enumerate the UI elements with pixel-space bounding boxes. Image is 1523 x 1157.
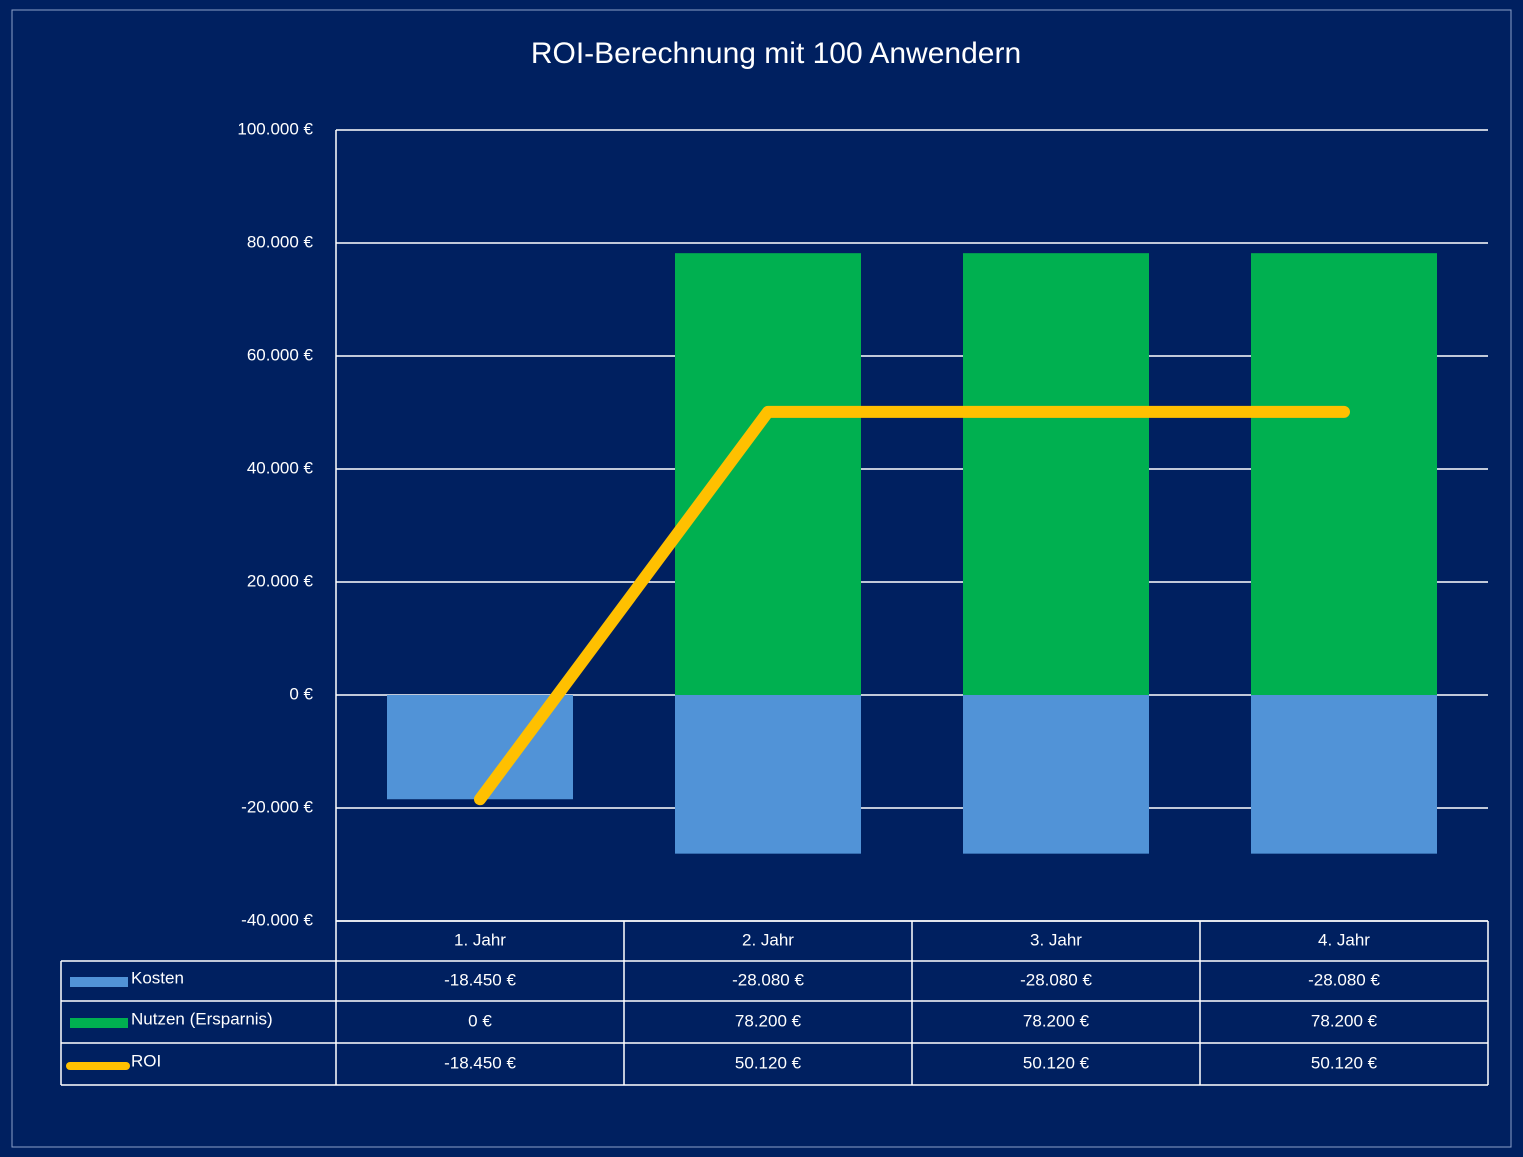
- table-cell: 50.120 €: [735, 1053, 802, 1072]
- frame: [11, 9, 1512, 1148]
- x-tick-label: 2. Jahr: [742, 930, 794, 949]
- y-tick-label: -40.000 €: [241, 910, 313, 929]
- table-cell: 78.200 €: [1311, 1011, 1378, 1030]
- table-cell: -28.080 €: [1308, 970, 1380, 989]
- table-cell: 78.200 €: [1023, 1011, 1090, 1030]
- y-tick-label: 20.000 €: [247, 571, 314, 590]
- y-tick-label: -20.000 €: [241, 797, 313, 816]
- table-cell: 50.120 €: [1311, 1053, 1378, 1072]
- y-tick-label: 80.000 €: [247, 232, 314, 251]
- legend-label: Kosten: [131, 968, 184, 987]
- y-tick-label: 40.000 €: [247, 458, 314, 477]
- x-tick-label: 3. Jahr: [1030, 930, 1082, 949]
- bar: [1251, 695, 1437, 854]
- bar: [675, 253, 861, 696]
- bar: [1251, 253, 1437, 696]
- chart-title: ROI-Berechnung mit 100 Anwendern: [531, 37, 1021, 70]
- legend-label: ROI: [131, 1051, 161, 1070]
- y-tick-label: 100.000 €: [237, 119, 313, 138]
- table-cell: -28.080 €: [1020, 970, 1092, 989]
- bar: [963, 695, 1149, 854]
- table-cell: -18.450 €: [444, 970, 516, 989]
- table-cell: -28.080 €: [732, 970, 804, 989]
- legend-label: Nutzen (Ersparnis): [131, 1009, 273, 1028]
- legend-key: [70, 977, 128, 987]
- y-tick-label: 60.000 €: [247, 345, 314, 364]
- line: [474, 405, 1350, 806]
- bar: [963, 253, 1149, 696]
- x-tick-label: 1. Jahr: [454, 930, 506, 949]
- bar: [675, 695, 861, 854]
- table-cell: 78.200 €: [735, 1011, 802, 1030]
- y-tick-label: 0 €: [289, 684, 313, 703]
- table-cell: -18.450 €: [444, 1053, 516, 1072]
- table-cell: 0 €: [468, 1011, 492, 1030]
- x-tick-label: 4. Jahr: [1318, 930, 1370, 949]
- legend-key: [70, 1018, 128, 1028]
- table-cell: 50.120 €: [1023, 1053, 1090, 1072]
